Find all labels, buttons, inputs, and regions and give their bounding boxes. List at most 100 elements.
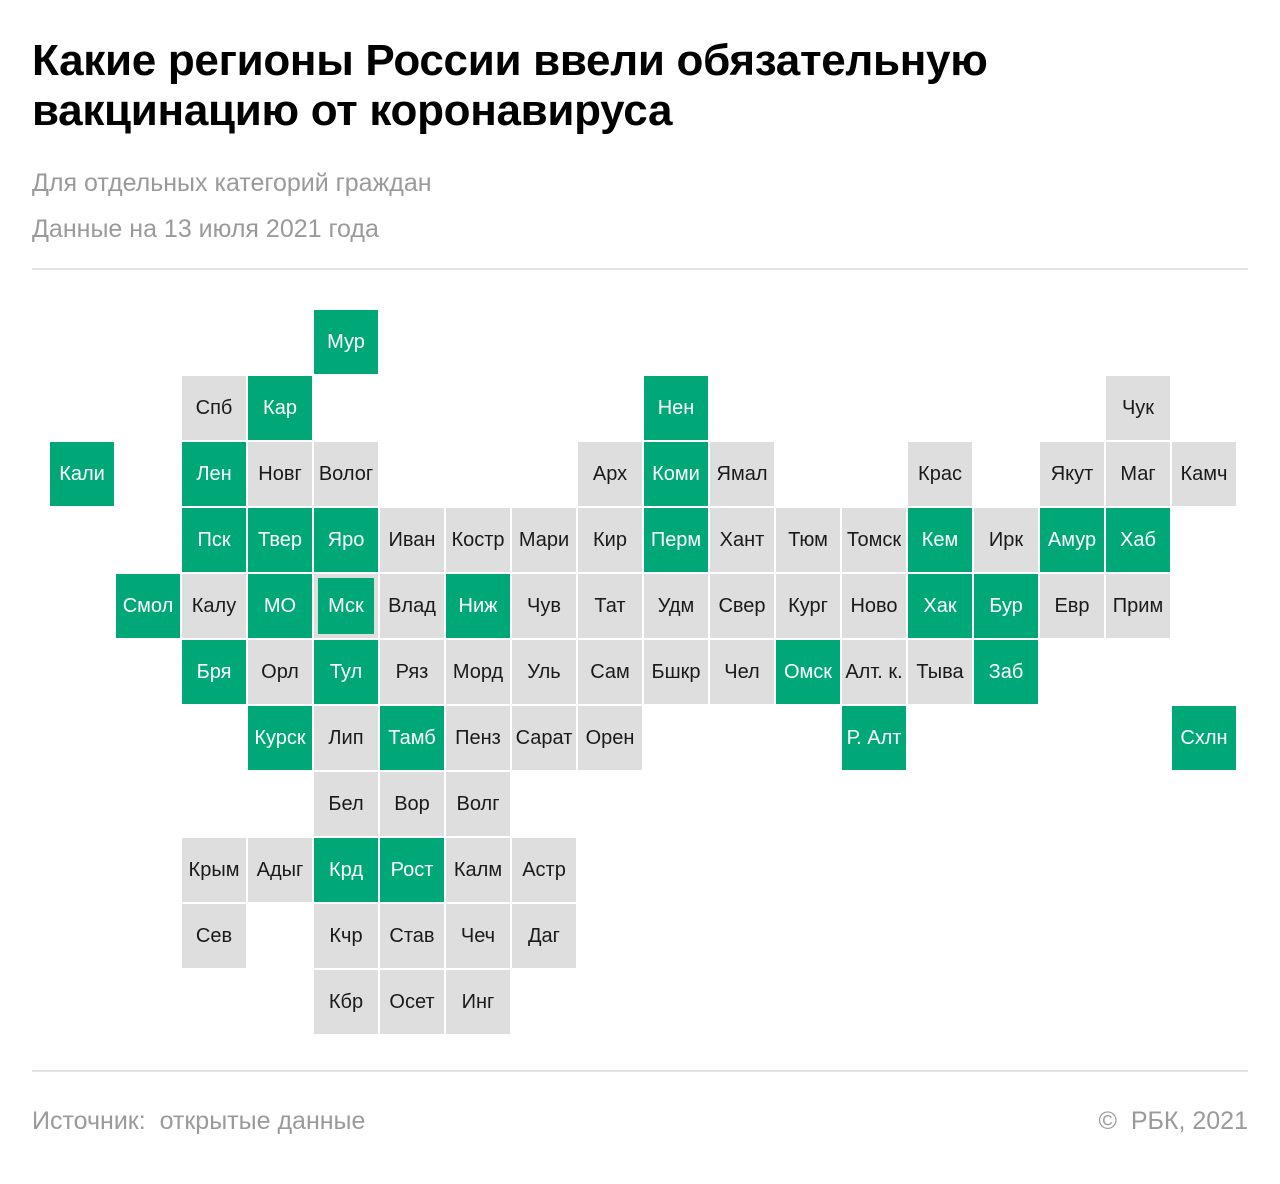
region-label: Коми (652, 462, 700, 485)
region-tile: Рост (380, 838, 444, 902)
region-label: Хаб (1120, 528, 1156, 551)
region-tile: Нен (644, 376, 708, 440)
region-label: Чеч (460, 924, 496, 947)
region-label: Чув (527, 594, 561, 617)
top-divider (32, 268, 1248, 270)
region-label: Удм (657, 594, 695, 617)
source-note: Источник: открытые данные (32, 1107, 366, 1135)
region-tile: Костр (446, 508, 510, 572)
region-tile: Якут (1040, 442, 1104, 506)
region-tile: Перм (644, 508, 708, 572)
region-tile: Омск (776, 640, 840, 704)
region-tile: Курск (248, 706, 312, 770)
region-label: Орл (261, 660, 299, 683)
region-tile: Тыва (908, 640, 972, 704)
region-label: Бря (196, 660, 232, 683)
region-label: Инг (461, 990, 495, 1013)
region-tile: Кург (776, 574, 840, 638)
region-label: Перм (650, 528, 702, 551)
region-label: Астр (522, 858, 566, 881)
region-tile: Кали (50, 442, 114, 506)
region-label: Тыва (916, 660, 964, 683)
region-label: Калу (191, 594, 237, 617)
region-tile: Смол (116, 574, 180, 638)
region-label: Лип (328, 726, 364, 749)
region-label: Осет (389, 990, 435, 1013)
region-tile: Кир (578, 508, 642, 572)
region-label: Калм (453, 858, 503, 881)
region-tile: Ниж (446, 574, 510, 638)
region-tile: Иван (380, 508, 444, 572)
region-label: Сам (590, 660, 630, 683)
region-tile: Томск (842, 508, 906, 572)
region-tile: Уль (512, 640, 576, 704)
region-label: Вор (394, 792, 430, 815)
region-label: Влад (388, 594, 436, 617)
region-label: Арх (592, 462, 628, 485)
region-label: Бур (989, 594, 1023, 617)
page-title: Какие регионы России ввели обязательную … (32, 36, 988, 135)
region-tile: МО (248, 574, 312, 638)
region-label: Костр (451, 528, 505, 551)
region-tile: Твер (248, 508, 312, 572)
region-label: Волг (456, 792, 500, 815)
region-label: Морд (452, 660, 504, 683)
region-label: Сарат (515, 726, 573, 749)
region-label: Мари (518, 528, 570, 551)
region-label: Пск (197, 528, 231, 551)
region-label: Адыг (256, 858, 304, 881)
region-tile: Удм (644, 574, 708, 638)
region-label: Кали (59, 462, 105, 485)
region-label: Хант (719, 528, 765, 551)
region-tile: Осет (380, 970, 444, 1034)
region-tile: Даг (512, 904, 576, 968)
region-label: Ряз (395, 660, 429, 683)
region-tile: Прим (1106, 574, 1170, 638)
region-label: Свер (718, 594, 766, 617)
region-label: Твер (258, 528, 302, 551)
region-label: Сев (195, 924, 233, 947)
bottom-divider (32, 1070, 1248, 1072)
region-tile: Лип (314, 706, 378, 770)
region-label: Ирк (988, 528, 1024, 551)
region-label: Ниж (458, 594, 498, 617)
copyright-note: © РБК, 2021 (1098, 1107, 1248, 1135)
region-tile: Кбр (314, 970, 378, 1034)
region-tile: Маг (1106, 442, 1170, 506)
region-tile: Чеч (446, 904, 510, 968)
region-label: Мур (327, 330, 365, 353)
region-tile: Спб (182, 376, 246, 440)
region-tile: Чел (710, 640, 774, 704)
region-label: Уль (527, 660, 561, 683)
region-label: Крд (329, 858, 363, 881)
region-tile: Волг (446, 772, 510, 836)
region-tile: Яро (314, 508, 378, 572)
region-label: Нен (657, 396, 695, 419)
region-label: Ново (850, 594, 898, 617)
region-tile: Сев (182, 904, 246, 968)
region-tile: Хант (710, 508, 774, 572)
region-tile: Ямал (710, 442, 774, 506)
region-tile: Пенз (446, 706, 510, 770)
region-tile: Орл (248, 640, 312, 704)
region-tile: Волог (314, 442, 378, 506)
region-tile: Алт. к. (842, 640, 906, 704)
region-tile: Хак (908, 574, 972, 638)
region-tile: Заб (974, 640, 1038, 704)
region-label: Камч (1180, 462, 1228, 485)
region-tile: Тюм (776, 508, 840, 572)
region-tile: Калм (446, 838, 510, 902)
region-label: Тат (594, 594, 626, 617)
region-tile: Мск (314, 574, 378, 638)
region-tile: Крым (182, 838, 246, 902)
region-label: Прим (1112, 594, 1164, 617)
region-label: Хак (923, 594, 957, 617)
region-label: Крым (188, 858, 240, 881)
region-label: Орен (585, 726, 635, 749)
region-tile: Влад (380, 574, 444, 638)
region-label: Пенз (455, 726, 501, 749)
region-label: Рост (390, 858, 434, 881)
region-label: Бел (328, 792, 364, 815)
region-label: Став (389, 924, 435, 947)
region-tile: Кчр (314, 904, 378, 968)
